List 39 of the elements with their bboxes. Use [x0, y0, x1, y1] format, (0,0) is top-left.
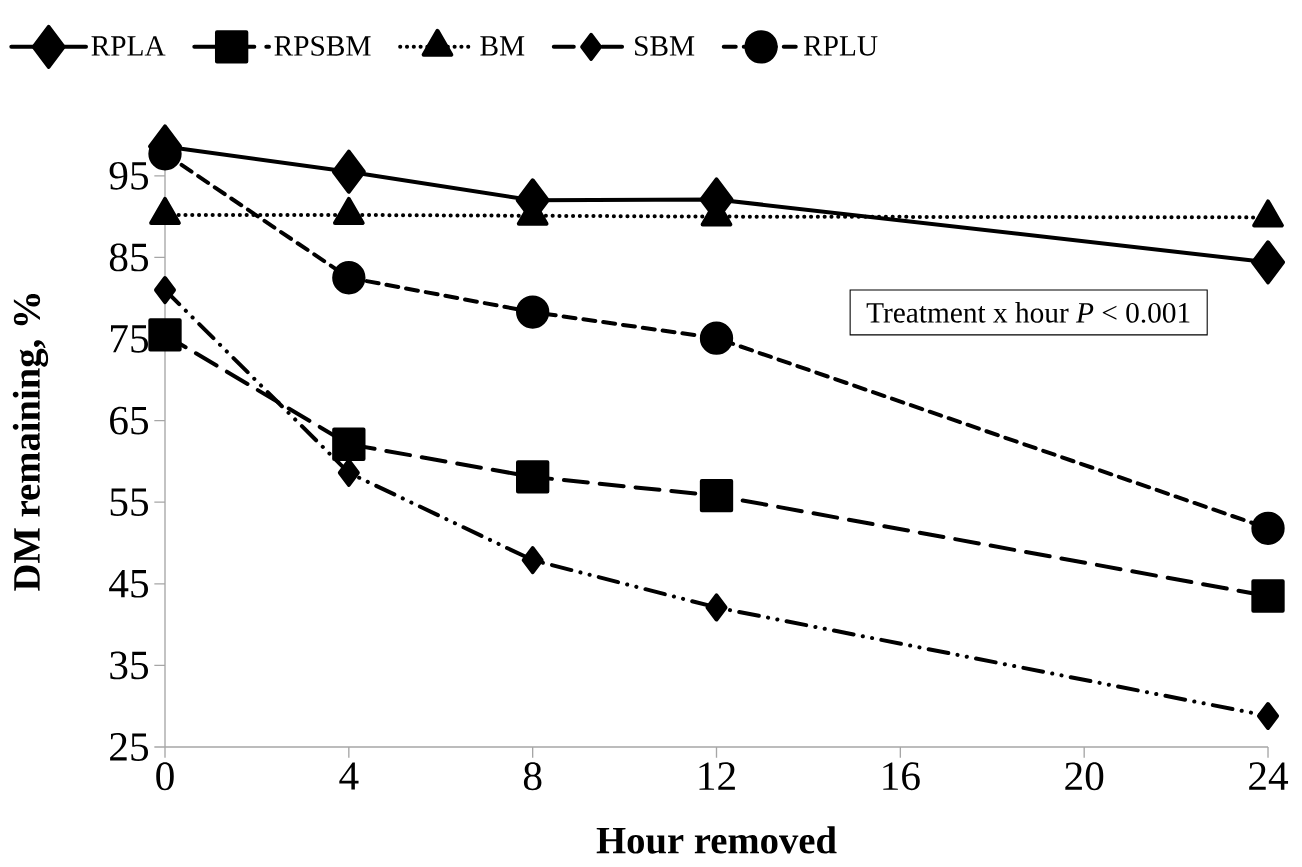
point [705, 593, 728, 622]
legend-label: RPLU [803, 36, 878, 56]
point [154, 276, 176, 305]
y-tick-label: 35 [110, 651, 148, 680]
point [1251, 240, 1286, 285]
point [516, 295, 550, 329]
legend-label: RPLA [91, 36, 166, 56]
x-tick-label: 8 [523, 762, 542, 791]
point [331, 149, 366, 194]
point [699, 479, 734, 513]
point [148, 318, 182, 352]
y-tick-label: 65 [110, 406, 148, 435]
point [337, 458, 360, 487]
legend-label: SBM [635, 36, 695, 56]
x-tick-label: 24 [1249, 762, 1289, 790]
x-tick-label: 0 [156, 762, 174, 791]
y-tick-label: 45 [109, 569, 148, 598]
y-axis-title: DM remaining, % [12, 294, 49, 591]
point [332, 427, 366, 461]
y-tick-label: 95 [109, 161, 148, 190]
x-tick-label: 20 [1065, 762, 1104, 791]
x-axis-title: Hour removed [596, 826, 837, 854]
x-tick-label: 16 [883, 762, 920, 791]
point [332, 261, 366, 295]
point [521, 546, 544, 575]
legend-label: RPSBM [274, 36, 371, 56]
point [1251, 511, 1285, 545]
y-tick-label: 75 [111, 325, 148, 353]
annotation: Treatment x hour P < 0.001 [866, 302, 1190, 323]
legend-label: BM [480, 36, 525, 56]
point [699, 321, 734, 355]
y-tick-label: 85 [109, 243, 148, 272]
point [516, 460, 550, 494]
y-tick-label: 25 [110, 733, 148, 761]
y-tick-label: 55 [110, 488, 148, 516]
point [1251, 579, 1285, 613]
x-tick-label: 12 [699, 762, 735, 790]
point [1257, 701, 1280, 730]
x-tick-label: 4 [339, 762, 359, 790]
